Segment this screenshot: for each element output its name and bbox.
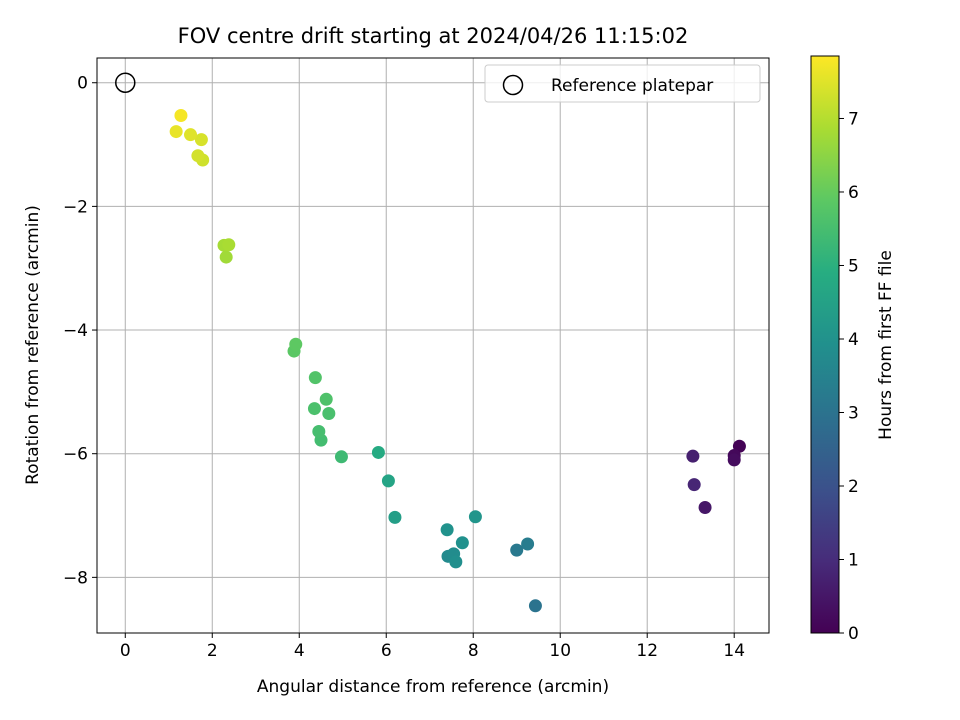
data-point — [191, 149, 205, 163]
colorbar-tick-label: 0 — [848, 624, 859, 644]
data-point — [455, 536, 469, 550]
x-axis-label: Angular distance from reference (arcmin) — [257, 677, 609, 697]
data-point — [449, 555, 463, 569]
data-point — [727, 453, 741, 467]
colorbar-label: Hours from first FF file — [876, 250, 896, 440]
grid-lines — [97, 58, 769, 633]
data-point — [174, 109, 188, 122]
data-point — [371, 445, 385, 459]
data-point — [381, 474, 395, 488]
data-point — [308, 371, 322, 385]
data-point — [184, 128, 198, 142]
colorbar-tick-label: 4 — [848, 330, 859, 350]
data-point — [698, 500, 712, 514]
colorbar-tick-label: 3 — [848, 403, 859, 423]
data-point — [319, 392, 333, 406]
legend: Reference platepar — [484, 64, 761, 103]
legend-box — [484, 64, 761, 103]
x-tick-label: 6 — [381, 641, 392, 661]
colorbar-tick-label: 2 — [848, 477, 859, 497]
data-point — [468, 510, 482, 524]
data-point — [169, 125, 183, 139]
colorbar-tick-label: 1 — [848, 550, 859, 570]
data-point — [312, 424, 326, 438]
data-point — [334, 450, 348, 464]
legend-marker — [502, 74, 524, 96]
y-tick-label: −8 — [63, 568, 88, 588]
data-points — [115, 72, 746, 613]
y-axis-label: Rotation from reference (arcmin) — [23, 205, 43, 485]
data-point — [510, 543, 524, 557]
data-point — [687, 478, 701, 492]
x-tick-label: 8 — [468, 641, 479, 661]
data-point — [528, 599, 542, 613]
legend-label: Reference platepar — [551, 76, 713, 96]
data-point — [440, 523, 454, 537]
x-tick-label: 12 — [636, 641, 658, 661]
axis-ticks: 0 2 4 6 8 10 12 14 0 −2 −4 −6 −8 — [63, 74, 745, 661]
data-point — [219, 250, 233, 264]
data-point — [686, 449, 700, 463]
data-point — [307, 402, 321, 416]
colorbar — [810, 55, 840, 634]
x-tick-label: 10 — [549, 641, 571, 661]
x-tick-label: 14 — [723, 641, 745, 661]
x-tick-label: 4 — [294, 641, 305, 661]
data-point — [289, 337, 303, 351]
x-tick-label: 2 — [207, 641, 218, 661]
x-tick-label: 0 — [120, 641, 131, 661]
y-tick-label: 0 — [77, 74, 88, 94]
y-tick-label: −6 — [63, 445, 88, 465]
colorbar-tick-label: 6 — [848, 183, 859, 203]
data-point — [521, 537, 535, 551]
data-point — [388, 510, 402, 524]
y-tick-label: −4 — [63, 321, 88, 341]
colorbar-tick-label: 5 — [848, 256, 859, 276]
chart-title: FOV centre drift starting at 2024/04/26 … — [178, 24, 689, 48]
data-point — [222, 238, 236, 252]
colorbar-ticks: 0 1 2 3 4 5 6 7 — [839, 109, 859, 644]
colorbar-tick-label: 7 — [848, 109, 859, 129]
data-point — [322, 407, 336, 421]
data-point — [194, 133, 208, 147]
reference-platepar-marker — [115, 72, 136, 93]
y-tick-label: −2 — [63, 197, 88, 217]
plot-frame — [96, 57, 770, 634]
